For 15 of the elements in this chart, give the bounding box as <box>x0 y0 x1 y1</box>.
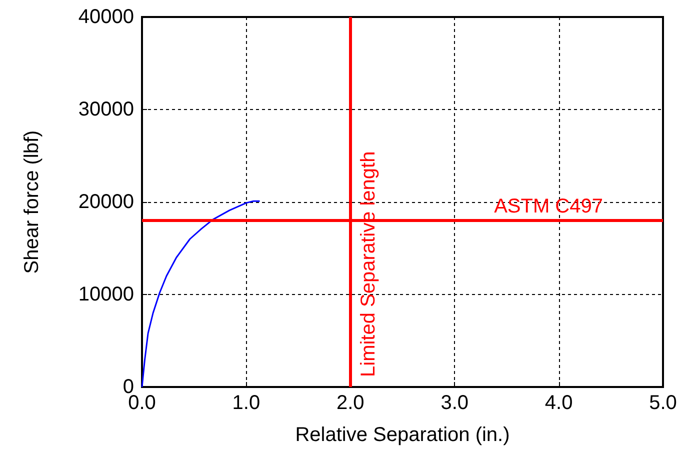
x-axis-title: Relative Separation (in.) <box>295 424 510 446</box>
y-tick-label: 40000 <box>78 6 134 28</box>
x-tick-label: 3.0 <box>440 392 469 414</box>
ref-line-label: ASTM C497 <box>494 196 603 218</box>
x-tick-label: 0.0 <box>128 392 156 414</box>
x-tick-label: 2.0 <box>336 392 364 414</box>
line-series <box>141 200 260 388</box>
y-tick-label: 10000 <box>78 284 134 306</box>
x-tick-label: 5.0 <box>649 392 677 414</box>
x-tick-label: 4.0 <box>544 392 573 414</box>
y-tick-label: 30000 <box>78 98 134 120</box>
y-axis-title: Shear force (lbf) <box>21 130 43 274</box>
x-tick-label: 1.0 <box>232 392 260 414</box>
ref-line-label: Limited Separative length <box>357 151 380 377</box>
y-tick-label: 20000 <box>78 191 134 213</box>
